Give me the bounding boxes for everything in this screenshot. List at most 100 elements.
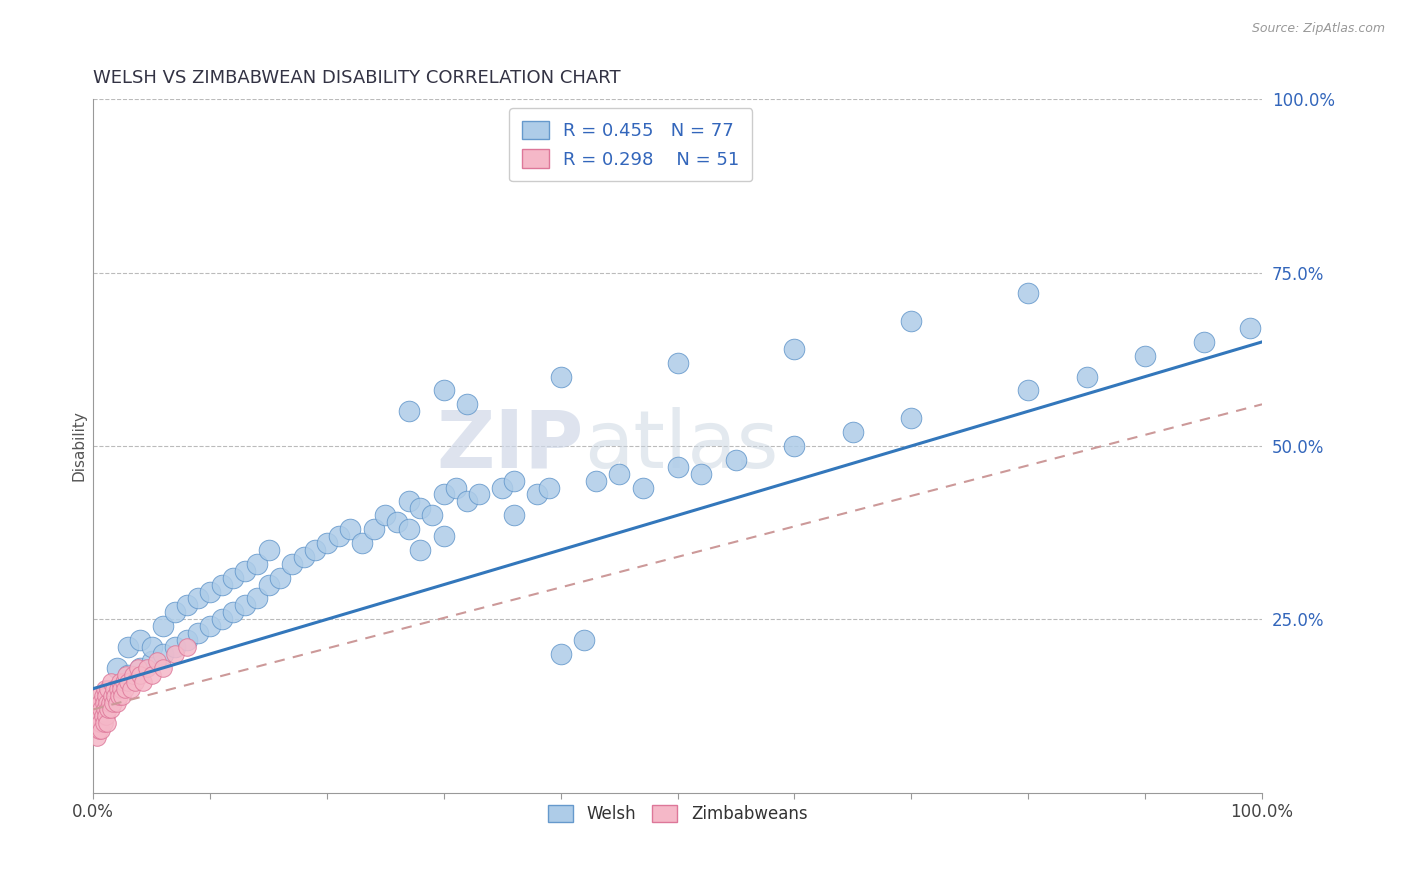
Point: [257, 543, 280, 558]
Point: [141, 654, 163, 668]
Point: [269, 571, 291, 585]
Point: [94, 681, 117, 696]
Point: [198, 619, 221, 633]
Point: [89, 716, 111, 731]
Point: [409, 501, 432, 516]
Point: [100, 702, 122, 716]
Point: [233, 564, 256, 578]
Point: [222, 571, 245, 585]
Point: [198, 584, 221, 599]
Point: [350, 536, 373, 550]
Point: [122, 667, 145, 681]
Point: [246, 557, 269, 571]
Point: [725, 452, 748, 467]
Point: [211, 612, 233, 626]
Point: [114, 681, 136, 696]
Point: [115, 667, 138, 681]
Point: [491, 481, 513, 495]
Point: [124, 674, 146, 689]
Point: [87, 723, 110, 738]
Point: [1017, 384, 1039, 398]
Point: [101, 696, 124, 710]
Point: [101, 689, 124, 703]
Text: ZIP: ZIP: [437, 407, 583, 485]
Point: [129, 667, 152, 681]
Point: [1017, 286, 1039, 301]
Point: [146, 654, 169, 668]
Point: [503, 508, 526, 523]
Point: [328, 529, 350, 543]
Point: [666, 459, 689, 474]
Point: [163, 647, 186, 661]
Point: [842, 425, 865, 439]
Point: [363, 522, 385, 536]
Point: [374, 508, 396, 523]
Point: [96, 696, 118, 710]
Text: atlas: atlas: [583, 407, 779, 485]
Point: [257, 577, 280, 591]
Point: [550, 647, 572, 661]
Point: [316, 536, 339, 550]
Point: [89, 696, 111, 710]
Point: [117, 640, 139, 654]
Point: [222, 605, 245, 619]
Point: [91, 689, 114, 703]
Point: [87, 689, 110, 703]
Point: [87, 709, 110, 723]
Point: [120, 681, 142, 696]
Point: [86, 730, 108, 744]
Point: [433, 487, 456, 501]
Point: [163, 605, 186, 619]
Point: [127, 661, 149, 675]
Point: [666, 356, 689, 370]
Point: [456, 494, 478, 508]
Point: [783, 342, 806, 356]
Point: [444, 481, 467, 495]
Point: [117, 667, 139, 681]
Point: [117, 674, 139, 689]
Point: [176, 640, 198, 654]
Point: [1133, 349, 1156, 363]
Point: [112, 674, 135, 689]
Point: [900, 411, 922, 425]
Point: [94, 702, 117, 716]
Point: [398, 494, 420, 508]
Point: [187, 626, 209, 640]
Point: [420, 508, 443, 523]
Point: [398, 522, 420, 536]
Point: [103, 681, 125, 696]
Point: [537, 481, 560, 495]
Point: [129, 633, 152, 648]
Point: [585, 474, 607, 488]
Point: [1076, 369, 1098, 384]
Point: [90, 723, 112, 738]
Point: [690, 467, 713, 481]
Point: [304, 543, 326, 558]
Point: [783, 439, 806, 453]
Point: [98, 696, 121, 710]
Point: [292, 549, 315, 564]
Point: [94, 689, 117, 703]
Point: [246, 591, 269, 606]
Point: [111, 689, 134, 703]
Point: [433, 529, 456, 543]
Point: [152, 619, 174, 633]
Point: [187, 591, 209, 606]
Point: [129, 661, 152, 675]
Y-axis label: Disability: Disability: [72, 410, 86, 482]
Point: [503, 474, 526, 488]
Legend: Welsh, Zimbabweans: Welsh, Zimbabweans: [538, 795, 817, 833]
Point: [433, 384, 456, 398]
Point: [108, 689, 131, 703]
Point: [456, 397, 478, 411]
Point: [281, 557, 304, 571]
Point: [132, 674, 155, 689]
Point: [110, 681, 132, 696]
Point: [1192, 334, 1215, 349]
Point: [607, 467, 630, 481]
Point: [97, 702, 120, 716]
Point: [163, 640, 186, 654]
Point: [152, 661, 174, 675]
Point: [233, 599, 256, 613]
Text: WELSH VS ZIMBABWEAN DISABILITY CORRELATION CHART: WELSH VS ZIMBABWEAN DISABILITY CORRELATI…: [93, 69, 621, 87]
